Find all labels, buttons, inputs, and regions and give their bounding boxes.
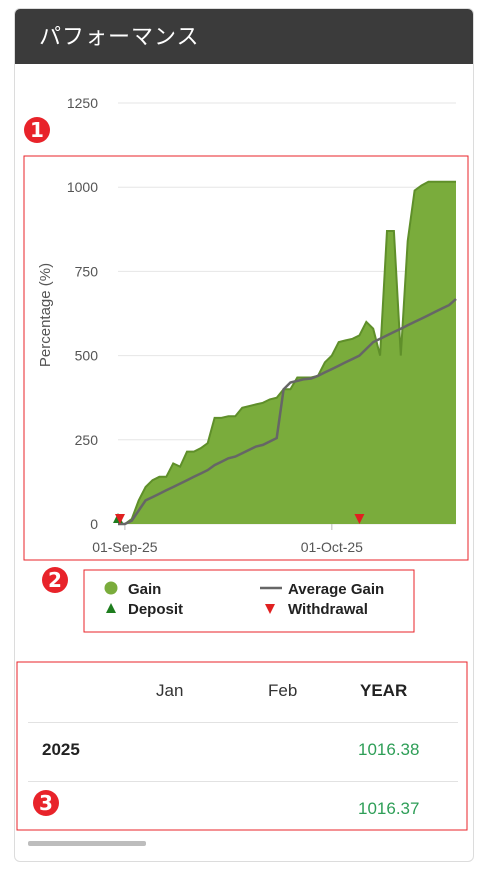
annotation-2-icon: 2 — [42, 567, 68, 593]
y-tick-label: 0 — [90, 516, 98, 532]
annotation-3-icon: 3 — [33, 790, 59, 816]
table-header-row: Jan Feb YEAR — [28, 664, 458, 723]
column-feb: Feb — [268, 681, 298, 700]
y-tick-label: 1000 — [67, 179, 98, 195]
table-highlight-box — [16, 661, 468, 831]
year-value: 1016.37 — [358, 799, 420, 818]
legend-highlight-box — [83, 569, 415, 633]
y-tick-label: 250 — [75, 432, 99, 448]
x-tick-label: 01-Sep-25 — [92, 539, 158, 555]
legend-gain-label: Gain — [128, 581, 161, 598]
deposit-legend-icon — [106, 603, 116, 613]
legend-withdrawal-label: Withdrawal — [288, 601, 368, 618]
svg-text:3: 3 — [39, 791, 53, 815]
card-title: パフォーマンス — [15, 9, 473, 64]
horizontal-scrollbar[interactable] — [28, 841, 146, 846]
gain-legend-icon — [104, 581, 118, 595]
table-row: 2025 1016.38 — [28, 723, 458, 782]
y-tick-label: 500 — [75, 348, 99, 364]
monthly-performance-table: Jan Feb YEAR 2025 1016.38 1016.37 — [28, 664, 458, 840]
legend: Gain Average Gain Deposit Withdrawal — [104, 581, 384, 618]
x-tick-label: 01-Oct-25 — [301, 539, 363, 555]
annotation-1-icon: 1 — [24, 117, 50, 143]
column-jan: Jan — [156, 681, 184, 700]
row-year-label: 2025 — [42, 740, 80, 759]
chart-highlight-box — [23, 155, 469, 561]
withdrawal-legend-icon — [265, 604, 275, 614]
y-tick-label: 750 — [75, 263, 99, 279]
svg-text:1: 1 — [30, 118, 44, 142]
gain-line — [118, 180, 456, 525]
withdrawal-marker — [115, 514, 125, 524]
average-gain-line — [118, 298, 457, 526]
table-row: 1016.37 — [28, 782, 458, 840]
column-year: YEAR — [360, 681, 408, 700]
legend-deposit-label: Deposit — [128, 601, 183, 618]
legend-average-gain-label: Average Gain — [288, 581, 384, 598]
y-axis-title: Percentage (%) — [37, 263, 54, 367]
withdrawal-marker — [354, 514, 365, 524]
gain-area — [118, 181, 456, 525]
y-tick-label: 1250 — [67, 95, 98, 111]
year-value: 1016.38 — [358, 740, 420, 759]
svg-text:2: 2 — [48, 568, 62, 592]
